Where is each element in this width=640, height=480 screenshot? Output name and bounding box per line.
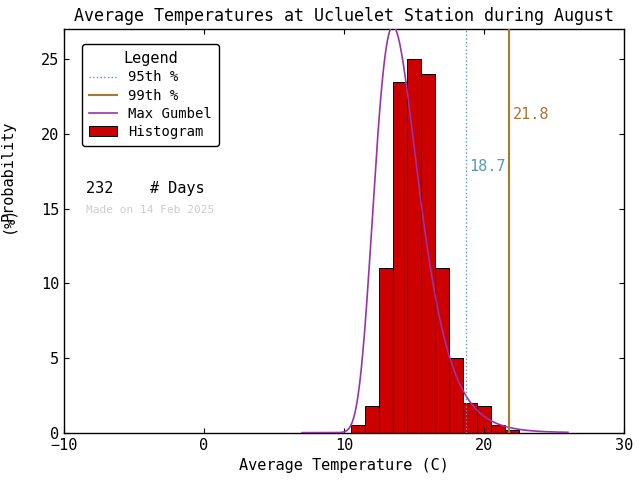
Text: 18.7: 18.7 xyxy=(469,159,506,174)
Bar xyxy=(491,425,505,432)
Bar xyxy=(407,59,421,432)
Bar xyxy=(351,425,365,432)
Text: 21.8: 21.8 xyxy=(513,107,549,122)
Bar xyxy=(463,403,477,432)
Text: 232    # Days: 232 # Days xyxy=(86,180,205,196)
Bar xyxy=(505,431,519,432)
Bar xyxy=(477,406,491,432)
Text: Probability: Probability xyxy=(1,120,15,221)
Text: (%): (%) xyxy=(1,205,15,232)
Bar xyxy=(421,74,435,432)
Bar xyxy=(365,406,379,432)
Bar xyxy=(393,82,407,432)
X-axis label: Average Temperature (C): Average Temperature (C) xyxy=(239,458,449,473)
Legend: 95th %, 99th %, Max Gumbel, Histogram: 95th %, 99th %, Max Gumbel, Histogram xyxy=(82,44,219,146)
Title: Average Temperatures at Ucluelet Station during August: Average Temperatures at Ucluelet Station… xyxy=(74,7,614,25)
Bar xyxy=(449,358,463,432)
Bar xyxy=(435,268,449,432)
Bar xyxy=(379,268,393,432)
Text: Made on 14 Feb 2025: Made on 14 Feb 2025 xyxy=(86,205,214,215)
